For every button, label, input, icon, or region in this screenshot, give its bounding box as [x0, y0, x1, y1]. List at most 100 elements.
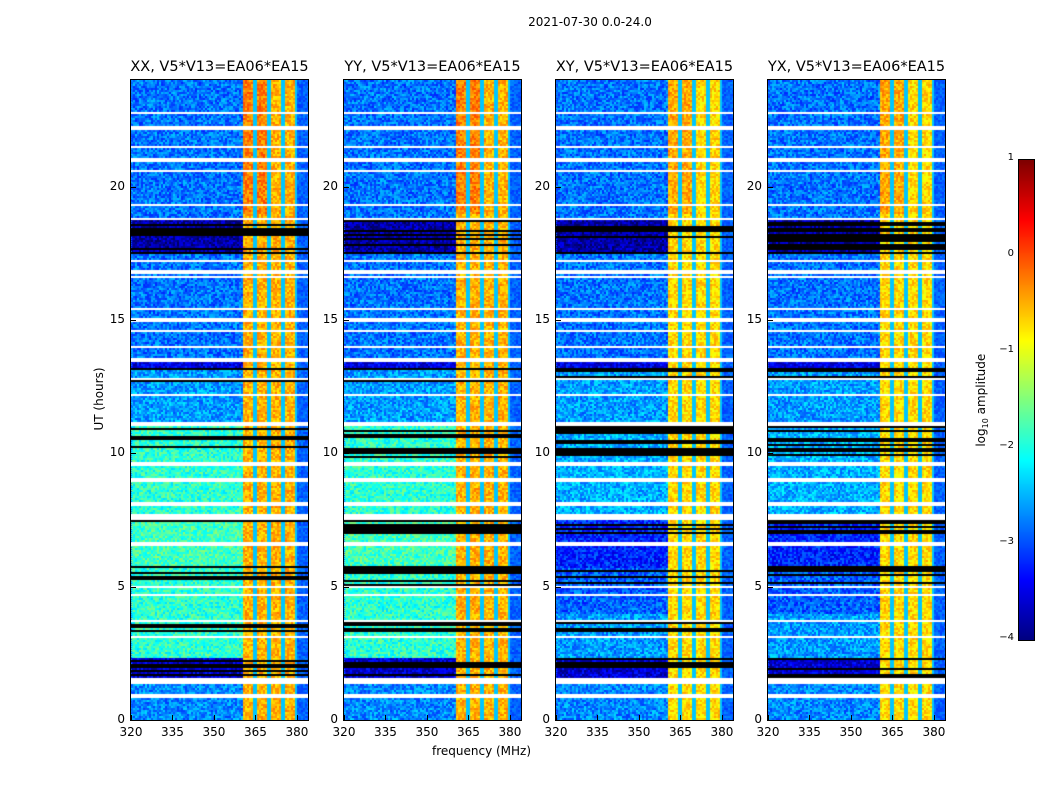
y-tick-label: 10 [322, 445, 338, 460]
y-axis-label: UT (hours) [92, 367, 106, 431]
y-tick-mark [556, 320, 561, 321]
colorbar-tick-label: 1 [1007, 152, 1014, 163]
x-tick-mark [850, 715, 852, 720]
x-tick-label: 335 [586, 725, 609, 739]
waterfall-panel-xy [555, 79, 734, 721]
x-tick-mark [255, 715, 257, 720]
x-tick-label: 365 [244, 725, 267, 739]
x-tick-mark [556, 715, 557, 720]
x-tick-label: 380 [710, 725, 734, 739]
y-tick-label: 15 [534, 312, 550, 326]
x-tick-mark [597, 715, 599, 720]
x-tick-label: 365 [669, 725, 692, 739]
x-tick-label: 335 [374, 725, 397, 739]
y-tick-mark [131, 453, 136, 455]
y-tick-label: 10 [746, 445, 762, 460]
colorbar-tick-label: −1 [999, 344, 1014, 355]
x-tick-label: 320 [544, 725, 568, 739]
y-tick-label: 0 [330, 712, 338, 726]
x-tick-mark [385, 715, 387, 720]
y-tick-label: 10 [534, 445, 550, 460]
colorbar-tick-label: 0 [1007, 248, 1014, 259]
y-tick-mark [768, 453, 773, 455]
x-tick-mark [721, 715, 723, 720]
x-tick-mark [344, 715, 345, 720]
colorbar-tick-label: −4 [999, 632, 1014, 643]
y-tick-label: 20 [109, 178, 125, 193]
y-tick-mark [768, 186, 773, 188]
panel-title: XY, V5*V13=EA06*EA15 [555, 59, 734, 75]
x-tick-label: 335 [161, 725, 184, 739]
y-tick-label: 20 [746, 178, 762, 193]
y-tick-label: 0 [754, 712, 762, 726]
y-tick-label: 5 [330, 578, 338, 593]
y-tick-mark [131, 720, 136, 721]
y-tick-mark [131, 320, 136, 321]
x-tick-label: 350 [627, 725, 651, 739]
x-tick-mark [172, 715, 174, 720]
colorbar-gradient [1019, 160, 1034, 640]
colorbar [1018, 159, 1035, 641]
x-tick-mark [296, 715, 298, 720]
x-tick-label: 380 [922, 725, 946, 739]
y-tick-label: 20 [322, 178, 338, 193]
heatmap-image [344, 80, 521, 720]
y-tick-label: 0 [542, 712, 550, 726]
x-tick-label: 380 [285, 725, 309, 739]
x-tick-label: 320 [332, 725, 356, 739]
y-tick-mark [768, 586, 773, 588]
y-tick-label: 5 [754, 578, 762, 593]
x-tick-label: 365 [457, 725, 480, 739]
y-tick-mark [131, 186, 136, 188]
y-tick-mark [344, 453, 349, 455]
y-tick-mark [344, 720, 349, 721]
x-tick-label: 350 [839, 725, 863, 739]
x-tick-mark [680, 715, 682, 720]
y-tick-mark [556, 453, 561, 455]
x-tick-mark [638, 715, 640, 720]
y-tick-mark [768, 720, 773, 721]
x-tick-mark [426, 715, 428, 720]
panel-title: YY, V5*V13=EA06*EA15 [344, 59, 521, 75]
y-tick-mark [556, 186, 561, 188]
x-tick-label: 350 [415, 725, 439, 739]
y-tick-mark [344, 320, 349, 321]
panel-title: YX, V5*V13=EA06*EA15 [767, 59, 946, 75]
y-tick-mark [556, 720, 561, 721]
x-tick-mark [213, 715, 215, 720]
waterfall-panel-xx [130, 79, 309, 721]
y-tick-label: 15 [109, 312, 125, 326]
y-tick-mark [556, 586, 561, 588]
x-tick-mark [468, 715, 470, 720]
waterfall-panel-yx [767, 79, 946, 721]
colorbar-label: log10 amplitude [973, 353, 991, 447]
heatmap-image [768, 80, 945, 720]
x-tick-label: 365 [881, 725, 904, 739]
y-tick-mark [344, 186, 349, 188]
y-tick-label: 15 [746, 312, 762, 326]
colorbar-tick-label: −2 [999, 440, 1014, 451]
x-tick-mark [809, 715, 811, 720]
x-tick-label: 320 [119, 725, 143, 739]
x-tick-label: 335 [798, 725, 821, 739]
waterfall-panel-yy [343, 79, 522, 721]
x-axis-label: frequency (MHz) [432, 744, 532, 758]
x-tick-label: 320 [756, 725, 780, 739]
heatmap-image [131, 80, 308, 720]
y-tick-mark [344, 586, 349, 588]
y-tick-label: 15 [322, 312, 338, 326]
figure-title: 2021-07-30 0.0-24.0 [528, 15, 652, 29]
x-tick-mark [768, 715, 769, 720]
x-tick-mark [892, 715, 894, 720]
y-tick-label: 5 [117, 578, 125, 593]
y-tick-label: 10 [109, 445, 125, 460]
x-tick-mark [933, 715, 935, 720]
y-tick-label: 0 [117, 712, 125, 726]
colorbar-tick-label: −3 [999, 536, 1014, 547]
x-tick-label: 380 [498, 725, 522, 739]
y-tick-mark [131, 586, 136, 588]
y-tick-label: 20 [534, 178, 550, 193]
x-tick-mark [509, 715, 511, 720]
panel-title: XX, V5*V13=EA06*EA15 [130, 59, 309, 75]
